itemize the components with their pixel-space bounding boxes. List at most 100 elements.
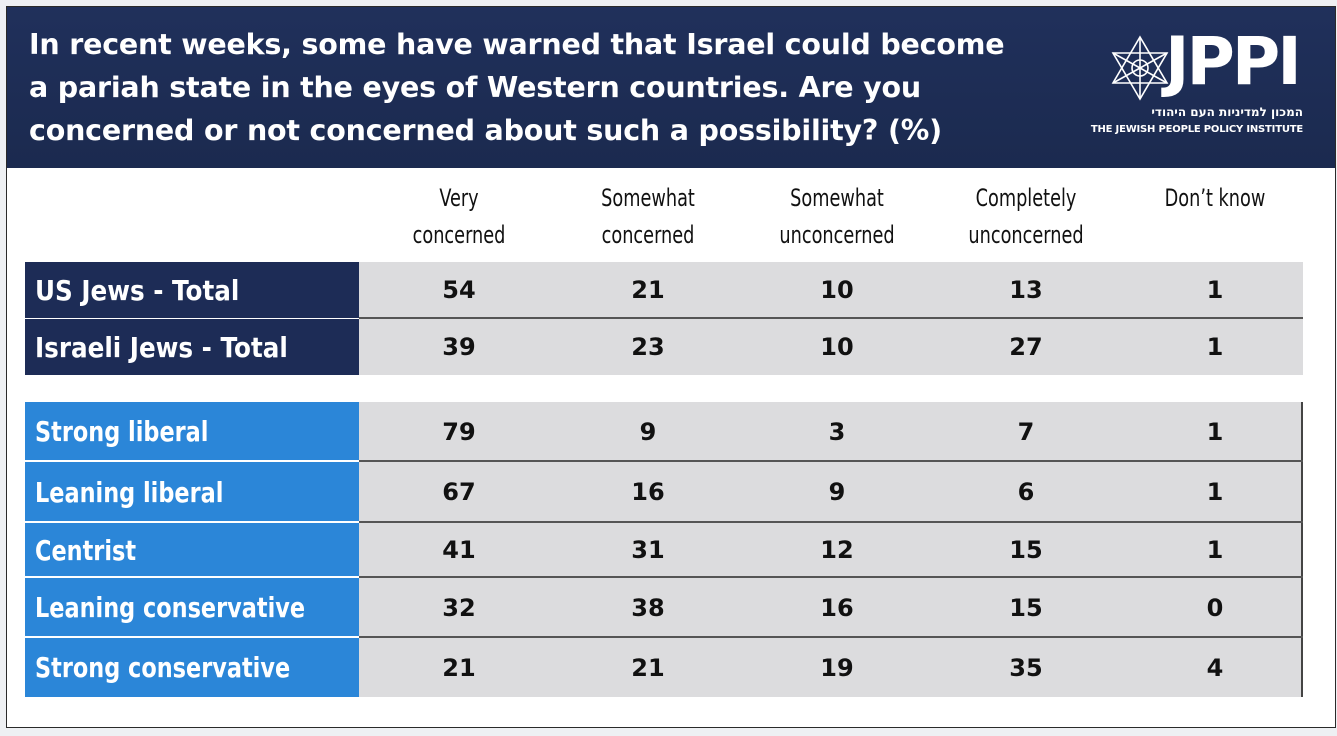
value-cell: 0 bbox=[1206, 593, 1224, 622]
value-cell: 21 bbox=[631, 276, 665, 304]
row-divider bbox=[25, 636, 1303, 638]
value-cell: 7 bbox=[1017, 417, 1035, 446]
value-cell: 41 bbox=[442, 536, 476, 564]
value-cell: 79 bbox=[442, 417, 476, 446]
value-cell: 15 bbox=[1009, 593, 1043, 622]
value-cell: 6 bbox=[1017, 478, 1035, 506]
value-cell: 54 bbox=[442, 276, 476, 304]
value-cell: 9 bbox=[828, 478, 846, 506]
row-divider bbox=[25, 521, 1303, 523]
row-cells: 39 23 10 27 1 bbox=[359, 319, 1303, 375]
row-label: Israeli Jews - Total bbox=[25, 319, 359, 375]
value-cell: 39 bbox=[442, 333, 476, 361]
value-cell: 21 bbox=[442, 653, 476, 682]
column-header: Don’t know bbox=[1141, 180, 1289, 254]
value-cell: 32 bbox=[442, 593, 476, 622]
row-label-text: Centrist bbox=[35, 533, 137, 567]
column-header-line: Completely bbox=[975, 184, 1077, 212]
value-cell: 21 bbox=[631, 653, 665, 682]
value-cell: 16 bbox=[631, 478, 665, 506]
value-cell: 27 bbox=[1009, 333, 1043, 361]
column-header-line: Don’t know bbox=[1164, 184, 1266, 212]
total-row: Israeli Jews - Total 39 23 10 27 1 bbox=[25, 319, 1303, 375]
row-label: Centrist bbox=[25, 523, 359, 577]
column-header: Somewhat concerned bbox=[574, 180, 722, 254]
column-header-line: concerned bbox=[601, 221, 695, 249]
value-cell: 9 bbox=[639, 417, 657, 446]
logo-wordmark: JPPI bbox=[1165, 23, 1302, 100]
label-divider bbox=[25, 576, 359, 578]
title-line: a pariah state in the eyes of Western co… bbox=[29, 71, 922, 104]
row-cells: 21 21 19 35 4 bbox=[359, 638, 1303, 697]
value-cell: 1 bbox=[1206, 333, 1224, 361]
value-cell: 13 bbox=[1009, 276, 1043, 304]
row-label-text: Israeli Jews - Total bbox=[35, 330, 288, 364]
segment-row: Strong liberal 79 9 3 7 1 bbox=[25, 402, 1303, 461]
logo-english-name: THE JEWISH PEOPLE POLICY INSTITUTE bbox=[1090, 124, 1303, 135]
value-cell: 31 bbox=[631, 536, 665, 564]
value-cell: 3 bbox=[828, 417, 846, 446]
value-cell: 23 bbox=[631, 333, 665, 361]
segment-row: Strong conservative 21 21 19 35 4 bbox=[25, 638, 1303, 697]
row-label-text: Leaning conservative bbox=[35, 591, 306, 624]
column-header-line: Somewhat bbox=[790, 184, 884, 212]
row-divider bbox=[25, 460, 1303, 462]
column-header: Very concerned bbox=[385, 180, 533, 254]
title-line: concerned or not concerned about such a … bbox=[29, 114, 942, 147]
row-label: Strong liberal bbox=[25, 402, 359, 461]
cell-divider bbox=[359, 576, 1303, 578]
value-cell: 10 bbox=[820, 333, 854, 361]
chart-title: In recent weeks, some have warned that I… bbox=[29, 23, 1029, 152]
value-cell: 1 bbox=[1206, 417, 1224, 446]
value-cell: 1 bbox=[1206, 536, 1224, 564]
segment-row: Leaning liberal 67 16 9 6 1 bbox=[25, 462, 1303, 522]
value-cell: 10 bbox=[820, 276, 854, 304]
header-banner: In recent weeks, some have warned that I… bbox=[7, 7, 1335, 168]
star-of-david-icon bbox=[1111, 35, 1169, 101]
row-label: Leaning conservative bbox=[25, 578, 359, 637]
row-label: Strong conservative bbox=[25, 638, 359, 697]
column-header-line: unconcerned bbox=[968, 221, 1084, 249]
cell-divider bbox=[359, 521, 1303, 523]
label-divider bbox=[25, 521, 359, 523]
value-cell: 35 bbox=[1009, 653, 1043, 682]
value-cell: 15 bbox=[1009, 536, 1043, 564]
row-cells: 41 31 12 15 1 bbox=[359, 523, 1303, 577]
column-header-line: unconcerned bbox=[779, 221, 895, 249]
value-cell: 19 bbox=[820, 653, 854, 682]
value-cell: 1 bbox=[1206, 276, 1224, 304]
value-cell: 4 bbox=[1206, 653, 1224, 682]
column-header-line: concerned bbox=[412, 221, 506, 249]
row-cells: 32 38 16 15 0 bbox=[359, 578, 1303, 637]
row-label-text: US Jews - Total bbox=[35, 273, 240, 307]
segment-row: Leaning conservative 32 38 16 15 0 bbox=[25, 578, 1303, 637]
row-label-text: Leaning liberal bbox=[35, 475, 224, 509]
row-cells: 67 16 9 6 1 bbox=[359, 462, 1303, 522]
column-header-line: Very bbox=[439, 184, 479, 212]
label-divider bbox=[25, 460, 359, 462]
column-header-line bbox=[1141, 217, 1289, 254]
jppi-logo: JPPI המכון למדיניות העם היהודי THE JEWIS… bbox=[1091, 23, 1307, 142]
value-cell: 38 bbox=[631, 593, 665, 622]
segment-row: Centrist 41 31 12 15 1 bbox=[25, 523, 1303, 577]
row-label: Leaning liberal bbox=[25, 462, 359, 522]
row-label-text: Strong conservative bbox=[35, 651, 291, 684]
row-divider bbox=[359, 317, 1303, 319]
row-cells: 54 21 10 13 1 bbox=[359, 262, 1303, 318]
column-header-line: Somewhat bbox=[601, 184, 695, 212]
cell-divider bbox=[359, 460, 1303, 462]
value-cell: 12 bbox=[820, 536, 854, 564]
total-row: US Jews - Total 54 21 10 13 1 bbox=[25, 262, 1303, 318]
row-label-text: Strong liberal bbox=[35, 415, 209, 448]
column-header: Completely unconcerned bbox=[952, 180, 1100, 254]
value-cell: 67 bbox=[442, 478, 476, 506]
cell-divider bbox=[359, 636, 1303, 638]
column-header: Somewhat unconcerned bbox=[763, 180, 911, 254]
label-divider bbox=[25, 636, 359, 638]
row-cells: 79 9 3 7 1 bbox=[359, 402, 1303, 461]
row-label: US Jews - Total bbox=[25, 262, 359, 318]
value-cell: 16 bbox=[820, 593, 854, 622]
title-line: In recent weeks, some have warned that I… bbox=[29, 28, 1005, 61]
row-divider bbox=[25, 576, 1303, 578]
value-cell: 1 bbox=[1206, 478, 1224, 506]
